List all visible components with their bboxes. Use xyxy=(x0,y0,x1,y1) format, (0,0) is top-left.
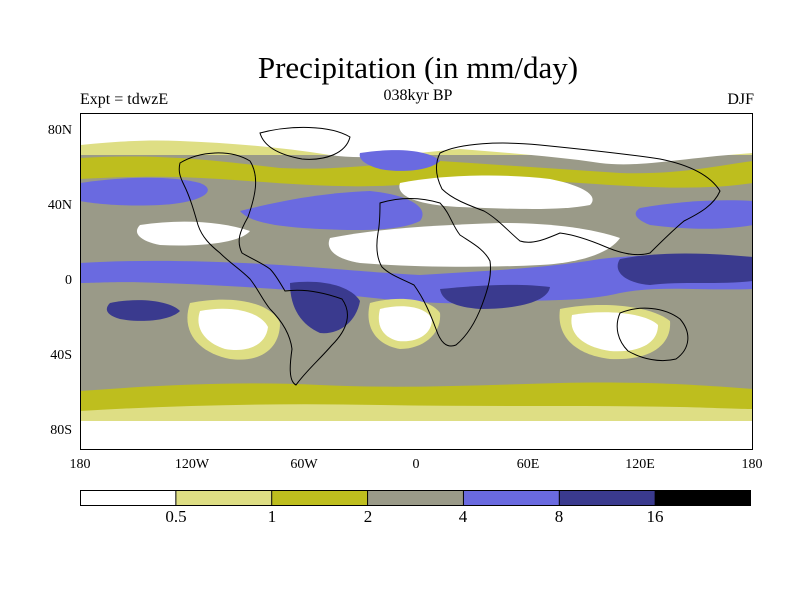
colorbar-swatch-6 xyxy=(655,490,751,506)
colorbar-swatch-1 xyxy=(175,490,272,506)
colorbar-swatch-3 xyxy=(367,490,464,506)
precipitation-map xyxy=(80,113,753,450)
colorbar-label-8: 8 xyxy=(554,507,564,526)
colorbar-label-2: 2 xyxy=(363,507,373,526)
lon-label-60w: 60W xyxy=(290,457,318,472)
colorbar-swatch-2 xyxy=(271,490,368,506)
colorbar-label-0-5: 0.5 xyxy=(165,507,187,526)
lon-label-180w: 180 xyxy=(69,457,91,472)
colorbar xyxy=(80,490,751,506)
colorbar-swatch-5 xyxy=(559,490,656,506)
colorbar-label-1: 1 xyxy=(267,507,277,526)
colorbar-swatch-4 xyxy=(463,490,560,506)
lat-label-40s: 40S xyxy=(50,348,72,363)
season-label: DJF xyxy=(727,91,754,108)
lon-label-60e: 60E xyxy=(516,457,540,472)
lat-label-80s: 80S xyxy=(50,423,72,438)
colorbar-label-4: 4 xyxy=(458,507,468,526)
period-label: 038kyr BP xyxy=(383,87,453,104)
lat-label-40n: 40N xyxy=(47,198,72,213)
coastlines xyxy=(178,126,721,386)
colorbar-swatch-0 xyxy=(80,490,176,506)
lon-label-0: 0 xyxy=(412,457,420,472)
map-frame xyxy=(80,113,753,450)
experiment-label: Expt = tdwzE xyxy=(80,91,169,108)
colorbar-label-16: 16 xyxy=(646,507,664,526)
lat-label-0: 0 xyxy=(65,273,72,288)
lon-label-120e: 120E xyxy=(625,457,655,472)
lon-label-120w: 120W xyxy=(174,457,210,472)
map-title: Precipitation (in mm/day) xyxy=(257,50,579,85)
lat-label-80n: 80N xyxy=(47,123,72,138)
lon-label-180e: 180 xyxy=(741,457,763,472)
